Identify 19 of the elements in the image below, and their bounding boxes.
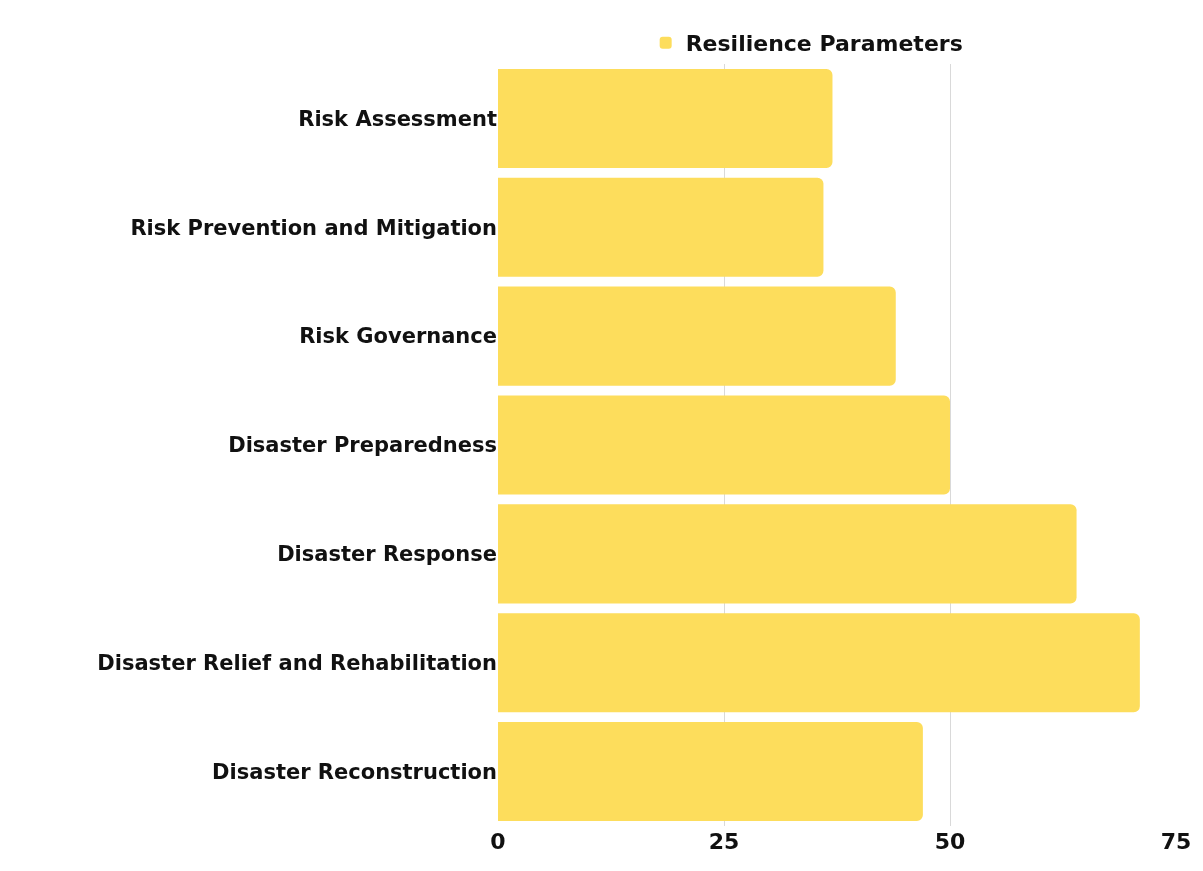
x-tick-label: 0 [490,829,506,854]
y-tick-label: Disaster Preparedness [228,433,497,458]
bar [498,395,950,495]
y-tick-label: Risk Governance [299,324,497,349]
y-tick-label: Disaster Response [277,542,497,567]
legend-label: Resilience Parameters [685,31,963,57]
y-tick-label: Disaster Reconstruction [212,759,497,784]
y-tick-label: Risk Prevention and Mitigation [130,215,497,240]
y-tick-label: Risk Assessment [298,106,497,131]
x-tick-label: 75 [1160,829,1192,854]
y-tick-label: Disaster Relief and Rehabilitation [97,651,497,676]
bar [498,504,1077,604]
bar [498,286,896,386]
bar [498,722,923,822]
bar [498,613,1140,713]
x-tick-label: 25 [708,829,740,854]
x-tick-label: 50 [934,829,966,854]
bar [498,68,833,168]
bar [498,177,824,277]
